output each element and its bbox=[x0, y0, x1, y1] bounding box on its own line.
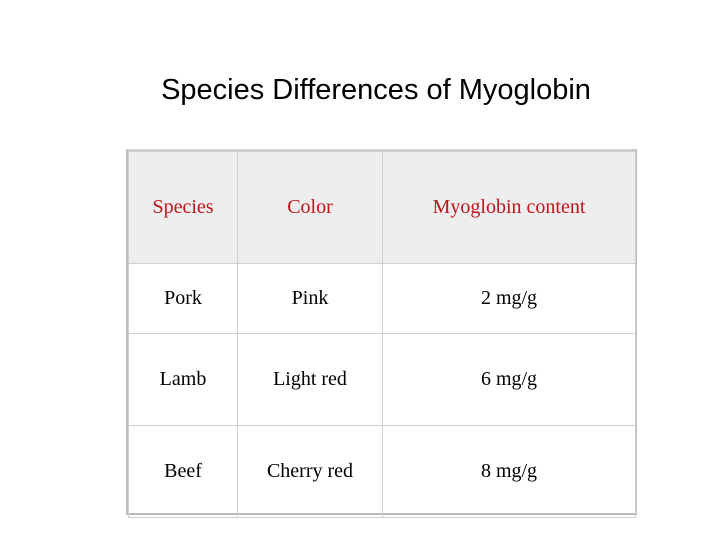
cell-color: Cherry red bbox=[237, 425, 383, 518]
cell-myoglobin-content: 6 mg/g bbox=[382, 333, 636, 426]
table-row: Pork Pink 2 mg/g bbox=[128, 263, 636, 334]
myoglobin-table: Species Color Myoglobin content Pork Pin… bbox=[126, 149, 637, 518]
cell-myoglobin-content: 2 mg/g bbox=[382, 263, 636, 334]
table-header-row: Species Color Myoglobin content bbox=[128, 151, 636, 264]
cell-species: Pork bbox=[128, 263, 238, 334]
cell-myoglobin-content: 8 mg/g bbox=[382, 425, 636, 518]
cell-species: Lamb bbox=[128, 333, 238, 426]
cell-color: Light red bbox=[237, 333, 383, 426]
header-species: Species bbox=[128, 151, 238, 264]
cell-species: Beef bbox=[128, 425, 238, 518]
header-color: Color bbox=[237, 151, 383, 264]
table-row: Beef Cherry red 8 mg/g bbox=[128, 425, 636, 518]
header-myoglobin-content: Myoglobin content bbox=[382, 151, 636, 264]
table-row: Lamb Light red 6 mg/g bbox=[128, 333, 636, 426]
page-title: Species Differences of Myoglobin bbox=[161, 74, 591, 106]
cell-color: Pink bbox=[237, 263, 383, 334]
